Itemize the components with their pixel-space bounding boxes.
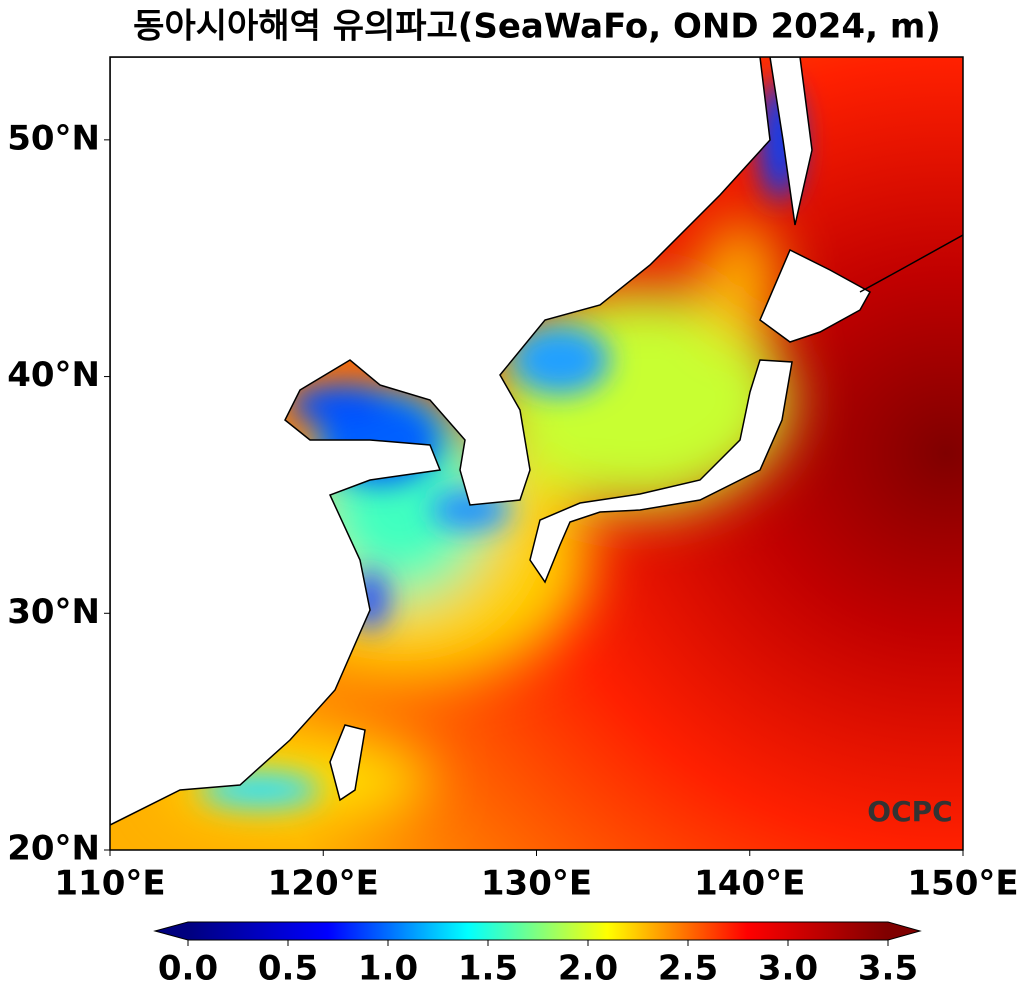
- colorbar-tick-label: 1.0: [358, 949, 418, 989]
- x-tick-label: 130°E: [481, 864, 592, 904]
- colorbar-tick-label: 2.5: [658, 949, 718, 989]
- y-tick-label: 20°N: [7, 829, 100, 869]
- y-tick-label: 50°N: [7, 118, 100, 158]
- colorbar-tick-label: 3.5: [858, 949, 918, 989]
- chart-title: 동아시아해역 유의파고(SeaWaFo, OND 2024, m): [133, 7, 941, 47]
- y-tick-label: 40°N: [7, 355, 100, 395]
- wave-field: [110, 57, 963, 850]
- x-tick-label: 150°E: [907, 864, 1018, 904]
- x-tick-label: 120°E: [268, 864, 379, 904]
- colorbar-tick-label: 0.0: [158, 949, 218, 989]
- x-tick-label: 110°E: [54, 864, 165, 904]
- y-tick-label: 30°N: [7, 592, 100, 632]
- colorbar-tick-label: 1.5: [458, 949, 518, 989]
- logo: OCPC: [867, 795, 952, 828]
- colorbar-tick-label: 2.0: [558, 949, 618, 989]
- colorbar: [153, 921, 922, 941]
- colorbar-tick-label: 3.0: [758, 949, 818, 989]
- colorbar-tick-label: 0.5: [258, 949, 318, 989]
- x-tick-label: 140°E: [694, 864, 805, 904]
